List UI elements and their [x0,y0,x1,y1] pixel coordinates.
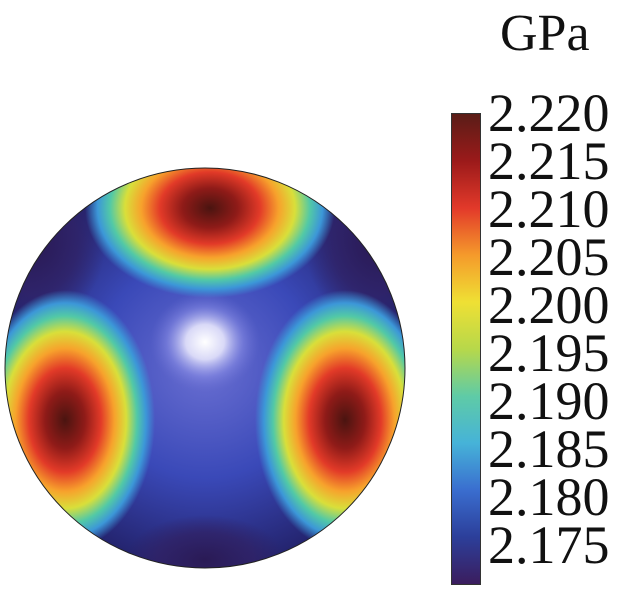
edge-region [125,515,285,568]
colorbar-tick-label: 2.210 [488,179,610,239]
unit-label: GPa [500,5,590,62]
colorbar-tick-label: 2.185 [488,419,610,479]
sphere-outline [4,167,406,569]
center-highlight [150,292,260,392]
colorbar-tick-label: 2.180 [488,467,610,527]
colorbar-ticks: 2.220 2.215 2.210 2.205 2.200 2.195 2.190 2.185… [488,86,643,606]
colorbar [451,113,481,585]
colorbar-tick-label: 2.200 [488,275,610,335]
colorbar-tick-label: 2.195 [488,323,610,383]
colorbar-tick-label: 2.205 [488,227,610,287]
hotspot-top [85,168,335,298]
colorbar-tick-label: 2.220 [488,83,610,143]
colorbar-tick-label: 2.175 [488,515,610,575]
colorbar-tick-label: 2.215 [488,131,610,191]
colorbar-tick-label: 2.190 [488,371,610,431]
